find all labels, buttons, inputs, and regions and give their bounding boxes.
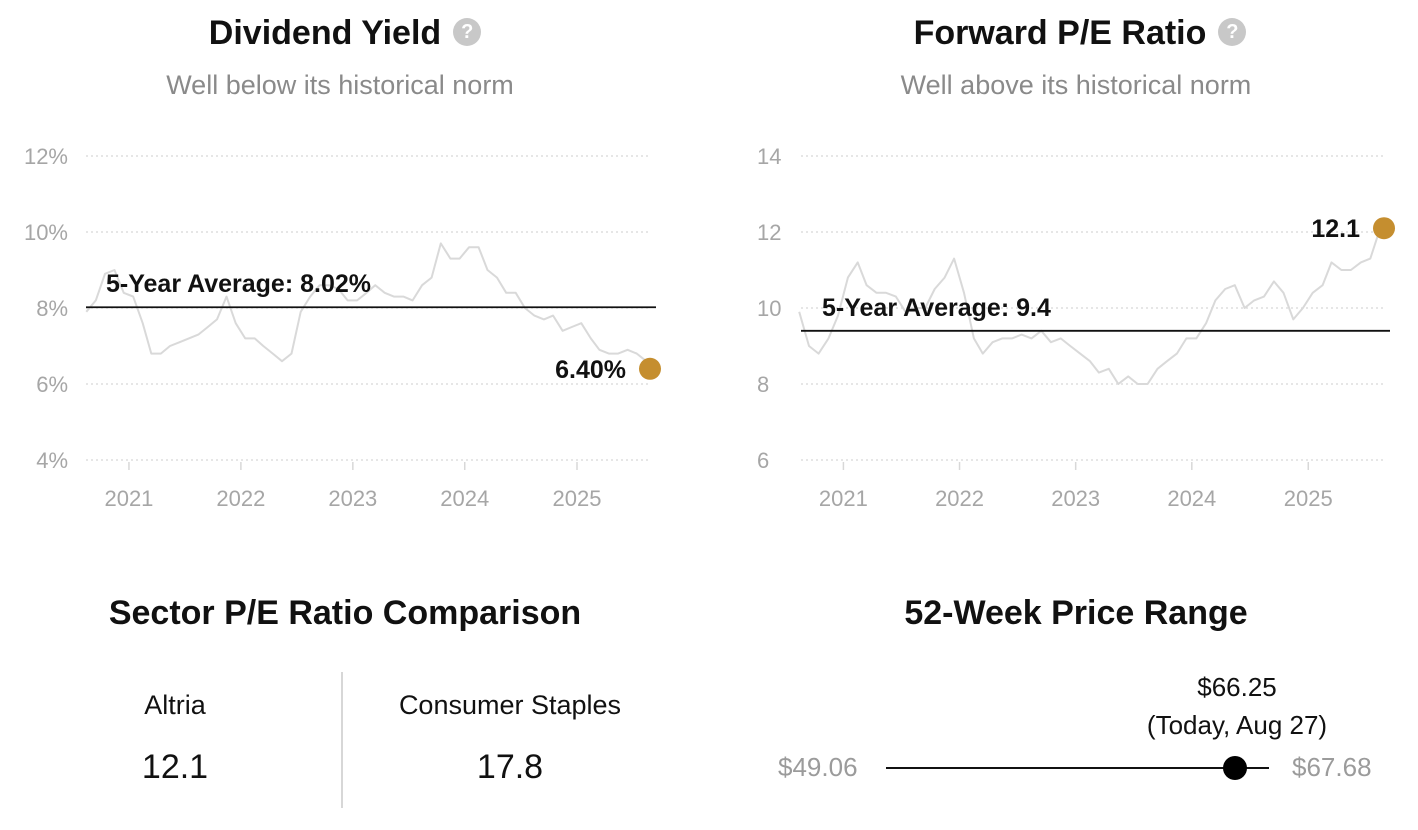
price-range-title: 52-Week Price Range xyxy=(904,594,1248,632)
y-tick-label: 14 xyxy=(757,144,781,169)
range-line xyxy=(886,767,1269,769)
x-tick-label: 2025 xyxy=(1284,486,1333,511)
current-value-marker xyxy=(639,357,661,380)
x-tick-label: 2022 xyxy=(935,486,984,511)
sector-name: Consumer Staples xyxy=(398,690,622,720)
current-price-marker xyxy=(1223,756,1248,780)
sector-pe-value: 17.8 xyxy=(476,748,544,786)
question-circle-icon[interactable]: ? xyxy=(453,18,482,46)
sector-comparison-title: Sector P/E Ratio Comparison xyxy=(108,594,582,632)
comparison-divider xyxy=(341,672,343,808)
dividend-yield-chart: 12% 10% 8% 6% 4% 2021 2022 2023 2024 2025 5-Year A… xyxy=(24,144,661,511)
y-tick-label: 6% xyxy=(36,372,68,397)
current-price-label: $66.25 (Today, Aug 27) xyxy=(1087,668,1387,744)
x-tick-label: 2023 xyxy=(328,486,377,511)
x-tick-label: 2021 xyxy=(104,486,153,511)
x-tick-label: 2022 xyxy=(216,486,265,511)
y-tick-label: 6 xyxy=(757,448,769,473)
y-tick-label: 10 xyxy=(757,296,781,321)
y-tick-label: 12 xyxy=(757,220,781,245)
forward-pe-title-text: Forward P/E Ratio xyxy=(913,14,1207,52)
x-tick-label: 2025 xyxy=(553,486,602,511)
x-tick-label: 2024 xyxy=(1167,486,1216,511)
y-tick-label: 12% xyxy=(24,144,68,169)
forward-pe-subtitle: Well above its historical norm xyxy=(900,70,1252,100)
history-series-line xyxy=(85,242,651,370)
company-name: Altria xyxy=(144,690,206,720)
forward-pe-title: Forward P/E Ratio? xyxy=(885,14,1275,53)
y-tick-label: 4% xyxy=(36,448,68,473)
current-value-label: 12.1 xyxy=(1311,215,1360,243)
current-price-date: (Today, Aug 27) xyxy=(1146,710,1328,740)
x-tick-label: 2023 xyxy=(1051,486,1100,511)
average-label: 5-Year Average: 8.02% xyxy=(106,270,371,298)
forward-pe-chart: 14 12 10 8 6 2021 2022 2023 2024 2025 5-Year Avera… xyxy=(757,144,1395,511)
question-circle-icon[interactable]: ? xyxy=(1218,18,1247,46)
current-value-label: 6.40% xyxy=(555,356,626,384)
y-tick-label: 8% xyxy=(36,296,68,321)
current-price: $66.25 xyxy=(1197,672,1277,702)
current-value-marker xyxy=(1373,217,1395,240)
y-tick-label: 10% xyxy=(24,220,68,245)
dividend-yield-title-text: Dividend Yield xyxy=(208,14,442,52)
x-tick-label: 2024 xyxy=(440,486,489,511)
dividend-yield-subtitle: Well below its historical norm xyxy=(166,70,514,100)
average-label: 5-Year Average: 9.4 xyxy=(822,294,1051,322)
y-tick-label: 8 xyxy=(757,372,769,397)
dividend-yield-title: Dividend Yield? xyxy=(185,14,505,53)
range-low-label: $49.06 xyxy=(778,752,858,782)
company-pe-value: 12.1 xyxy=(141,748,209,786)
range-high-label: $67.68 xyxy=(1292,752,1372,782)
history-series-line xyxy=(798,227,1384,385)
x-tick-label: 2021 xyxy=(819,486,868,511)
